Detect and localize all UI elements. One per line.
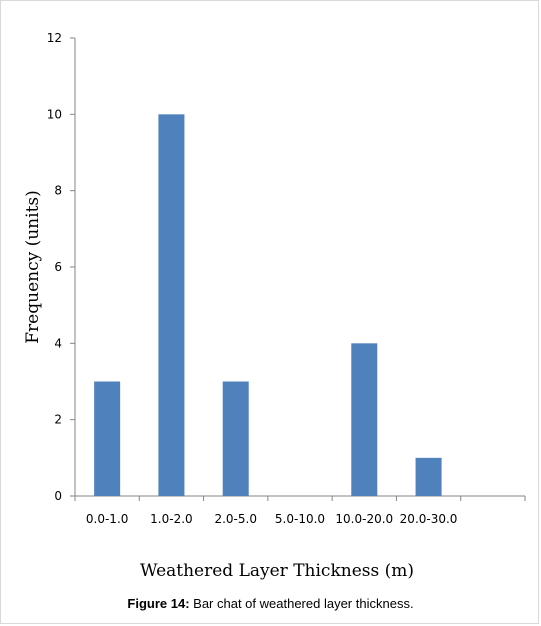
x-tick-label: 2.0-5.0 [214, 512, 257, 526]
bars [94, 114, 442, 496]
caption-text: Bar chat of weathered layer thickness. [189, 596, 414, 611]
x-axis: 0.0-1.0 1.0-2.0 2.0-5.0 5.0-10.0 10.0-20.0 20… [74, 495, 526, 526]
x-tick-label: 20.0-30.0 [400, 512, 458, 526]
x-tick-label: 10.0-20.0 [335, 512, 393, 526]
figure-caption: Figure 14: Bar chat of weathered layer t… [0, 596, 541, 611]
y-axis-title: Frequency (units) [23, 190, 43, 344]
y-tick-label: 0 [54, 489, 62, 503]
y-axis: 0 2 4 6 8 10 12 [47, 31, 76, 503]
bar-chart: 0 2 4 6 8 10 12 0.0-1.0 1.0-2.0 2.0-5.0 5.0-10.0 1… [23, 31, 526, 581]
y-tick-label: 2 [54, 413, 62, 427]
x-tick-label: 5.0-10.0 [275, 512, 325, 526]
y-tick-label: 8 [54, 184, 62, 198]
y-tick-label: 12 [47, 31, 62, 45]
bar [351, 343, 378, 496]
x-tick-label: 1.0-2.0 [150, 512, 193, 526]
bar [158, 114, 185, 496]
x-tick-label: 0.0-1.0 [86, 512, 129, 526]
y-tick-label: 10 [47, 107, 62, 121]
y-tick-label: 6 [54, 260, 62, 274]
caption-label: Figure 14: [127, 596, 190, 611]
x-axis-title: Weathered Layer Thickness (m) [140, 561, 414, 581]
y-tick-label: 4 [54, 336, 62, 350]
bar [94, 381, 121, 496]
bar [222, 381, 249, 496]
bar [415, 457, 442, 496]
